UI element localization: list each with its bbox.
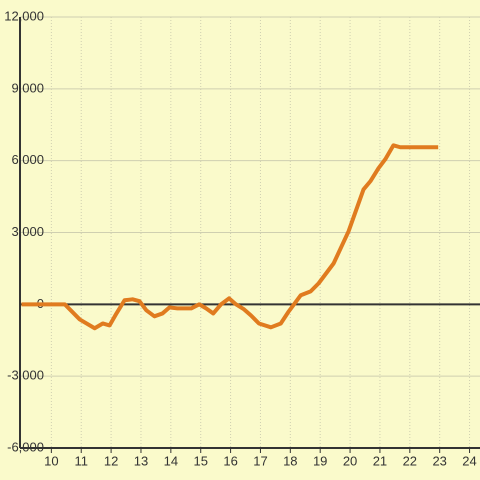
x-tick-label: 19 — [313, 453, 327, 468]
y-tick-label: -6,000 — [7, 439, 44, 454]
x-tick-label: 10 — [44, 453, 58, 468]
x-tick-label: 16 — [223, 453, 237, 468]
y-tick-label: 3,000 — [11, 224, 44, 239]
x-tick-label: 20 — [343, 453, 357, 468]
y-tick-label: 12,000 — [4, 8, 44, 23]
line — [21, 143, 439, 331]
x-tick-label: 12 — [104, 453, 118, 468]
x-tick-label: 13 — [134, 453, 148, 468]
x-tick-label: 18 — [283, 453, 297, 468]
y-tick-label: -3,000 — [7, 368, 44, 383]
y-tick-label: 6,000 — [11, 152, 44, 167]
x-tick-label: 24 — [462, 453, 476, 468]
x-tick-label: 14 — [164, 453, 178, 468]
x-tick-label: 23 — [432, 453, 446, 468]
y-tick-label: 9,000 — [11, 80, 44, 95]
x-tick-label: 11 — [74, 453, 88, 468]
x-tick-label: 22 — [403, 453, 417, 468]
x-tick-label: 21 — [373, 453, 387, 468]
x-tick-label: 15 — [193, 453, 207, 468]
x-tick-label: 17 — [253, 453, 267, 468]
